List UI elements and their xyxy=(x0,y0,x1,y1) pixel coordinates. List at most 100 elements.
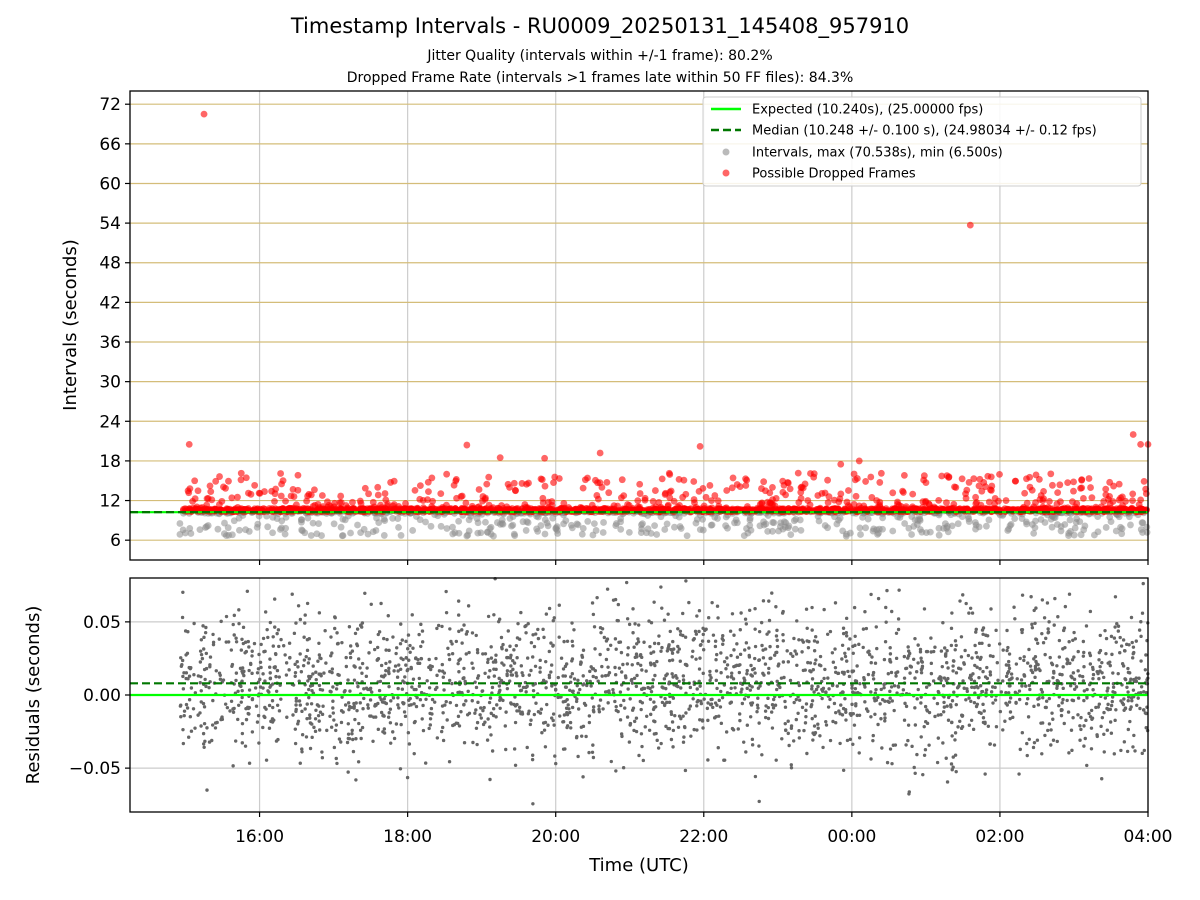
residual-point xyxy=(303,613,307,617)
residual-point xyxy=(616,709,620,714)
residual-point xyxy=(834,710,838,715)
residual-point xyxy=(935,701,940,706)
residual-point xyxy=(627,740,632,744)
residual-point xyxy=(550,716,554,720)
residual-point xyxy=(1071,638,1075,643)
residual-point xyxy=(1120,662,1125,666)
residual-point xyxy=(483,671,487,676)
residual-point xyxy=(333,626,337,631)
residual-point xyxy=(953,738,957,742)
residual-point xyxy=(410,685,414,689)
residual-point xyxy=(987,643,991,648)
residual-point xyxy=(1081,654,1086,658)
dropped-frame-point xyxy=(506,483,513,491)
dropped-frame-point xyxy=(909,503,916,511)
residual-point xyxy=(927,710,932,715)
residual-point xyxy=(319,656,323,661)
residual-point xyxy=(569,675,573,679)
residual-point xyxy=(950,699,955,703)
residual-point xyxy=(571,644,575,648)
residual-point xyxy=(869,690,873,694)
residual-point xyxy=(700,639,705,643)
residual-point xyxy=(240,721,245,726)
residual-point xyxy=(967,696,971,700)
residual-point xyxy=(1013,617,1017,621)
residual-point xyxy=(1010,676,1014,680)
residual-point xyxy=(213,726,218,730)
residual-point xyxy=(237,621,241,626)
residual-point xyxy=(657,634,661,638)
residual-point xyxy=(536,627,540,632)
residual-point xyxy=(566,703,570,707)
residual-point xyxy=(805,639,809,643)
residual-point xyxy=(640,744,644,749)
residual-point xyxy=(974,630,978,634)
interval-point xyxy=(790,517,798,525)
residual-point xyxy=(1055,684,1059,688)
residual-point xyxy=(1076,649,1080,654)
residual-point xyxy=(376,727,381,732)
residual-point xyxy=(882,686,886,690)
residual-point xyxy=(1052,623,1056,627)
residual-point xyxy=(929,671,934,676)
residual-point xyxy=(910,744,914,749)
residual-point xyxy=(625,617,630,621)
dropped-frame-point xyxy=(889,489,897,497)
residual-point xyxy=(491,706,496,711)
residual-point xyxy=(1136,696,1140,700)
dropped-frame-point xyxy=(978,487,986,495)
residual-point xyxy=(652,600,656,604)
residual-point xyxy=(509,664,513,668)
interval-point xyxy=(395,523,402,531)
residual-point xyxy=(924,720,928,724)
residual-point xyxy=(529,718,533,722)
residual-point xyxy=(435,736,440,740)
legend-intervals-marker xyxy=(722,148,730,156)
residual-point xyxy=(1076,696,1081,700)
residual-point xyxy=(210,723,215,727)
residual-point xyxy=(527,673,532,677)
residual-point xyxy=(761,648,765,652)
dropped-frame-point xyxy=(965,479,973,486)
interval-point xyxy=(779,525,787,533)
dropped-frame-point xyxy=(277,470,284,477)
residual-point xyxy=(893,743,898,747)
residual-point xyxy=(354,737,358,741)
interval-point xyxy=(699,515,707,523)
residual-point xyxy=(738,718,742,723)
residual-point xyxy=(576,754,580,759)
dropped-frame-point xyxy=(191,477,199,485)
residual-point xyxy=(691,649,695,653)
residual-point xyxy=(247,761,252,765)
residual-point xyxy=(540,730,544,735)
residual-point xyxy=(482,705,486,710)
residual-point xyxy=(284,661,289,665)
residual-point xyxy=(606,665,610,669)
residual-point xyxy=(940,664,944,669)
residual-point xyxy=(1055,664,1059,668)
residual-point xyxy=(994,628,998,633)
residual-point xyxy=(559,656,564,660)
residual-point xyxy=(813,635,818,639)
residual-point xyxy=(1050,711,1054,715)
residual-point xyxy=(398,767,403,771)
dropped-frame-point xyxy=(1037,492,1045,499)
residual-point xyxy=(783,705,788,709)
residual-point xyxy=(411,677,416,681)
residual-point xyxy=(671,647,676,651)
residual-point xyxy=(957,684,961,688)
interval-point xyxy=(1127,521,1134,529)
residual-point xyxy=(701,632,705,637)
residual-point xyxy=(1142,708,1146,712)
residual-point xyxy=(447,652,451,657)
residual-point xyxy=(264,707,268,711)
interval-point xyxy=(499,520,507,528)
residual-point xyxy=(255,671,260,675)
dropped-frame-point xyxy=(1078,484,1086,492)
residual-point xyxy=(766,716,771,721)
residual-point xyxy=(203,677,207,682)
residual-point xyxy=(950,611,954,615)
residual-point xyxy=(876,722,880,727)
dropped-frame-point xyxy=(1070,487,1077,495)
residual-point xyxy=(331,699,335,703)
